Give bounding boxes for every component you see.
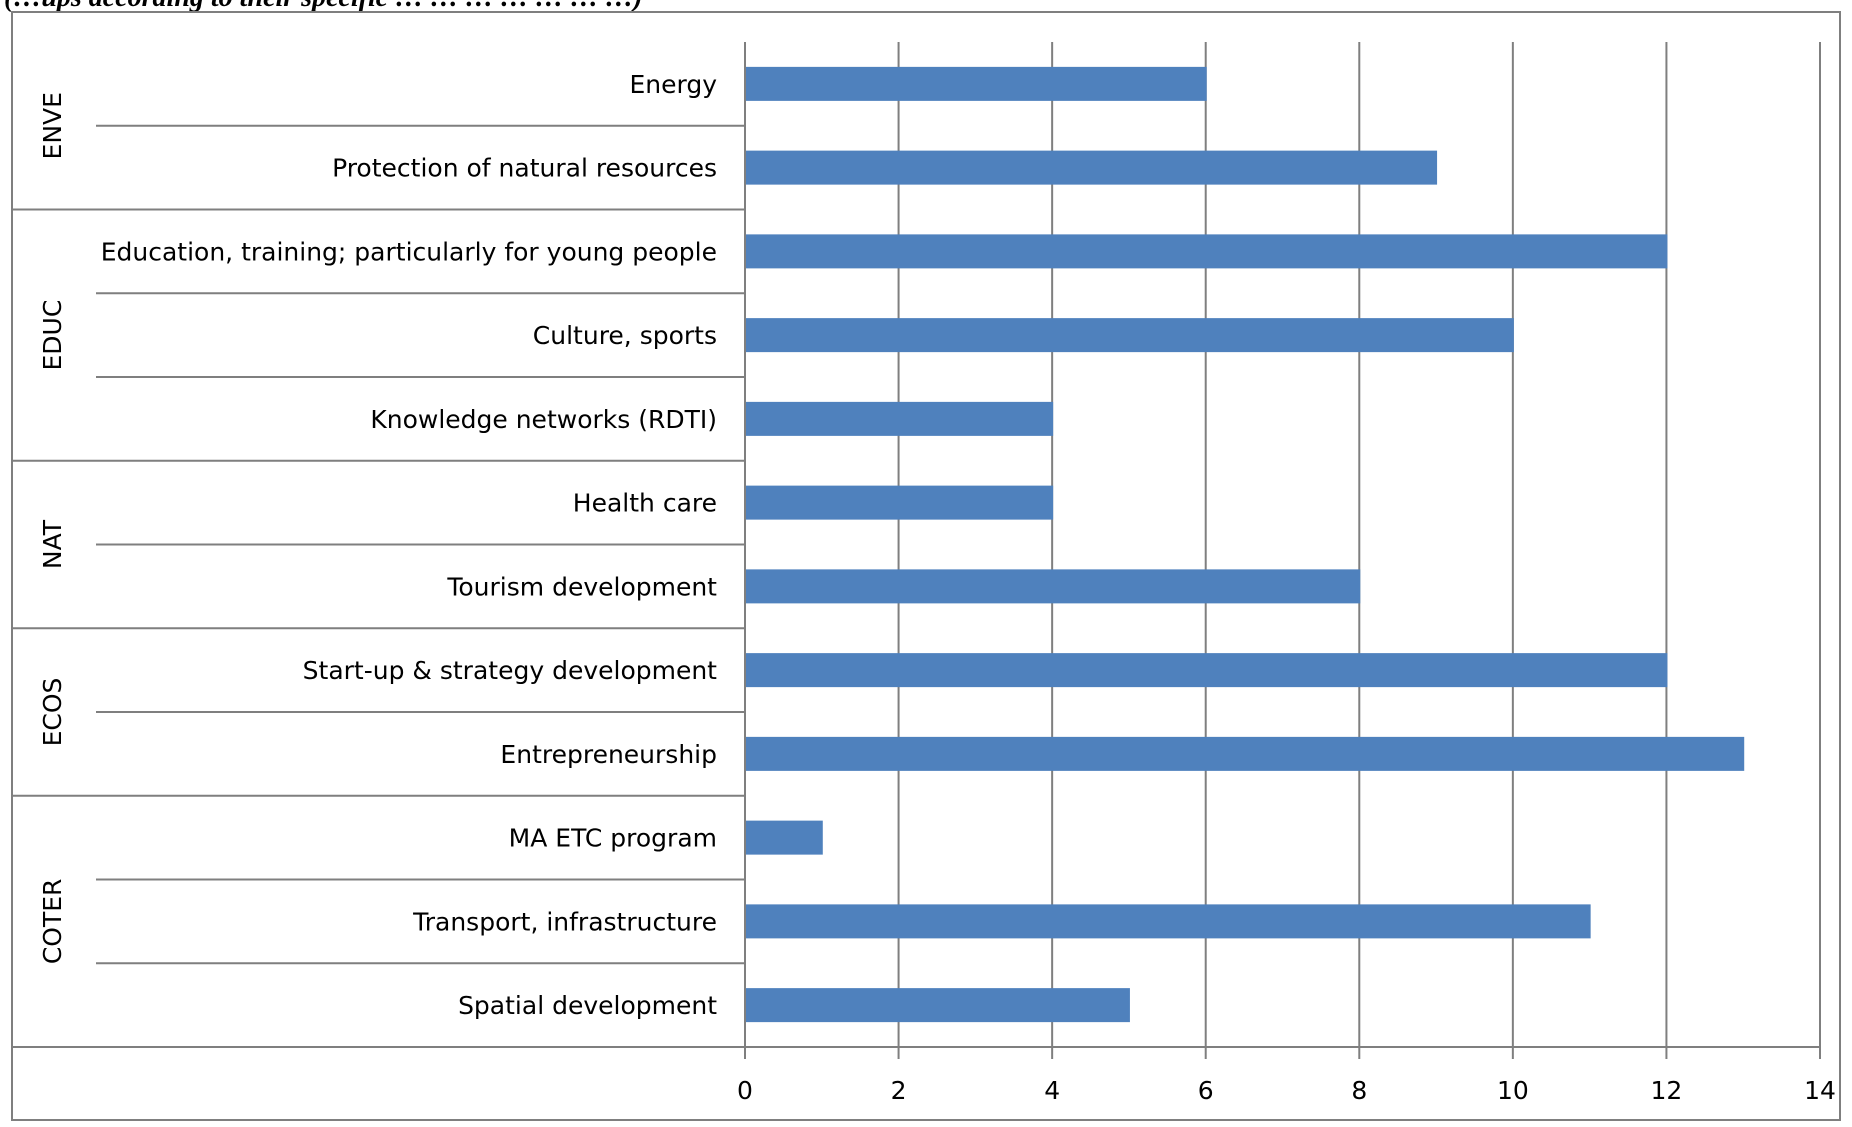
bar [746,904,1591,939]
x-tick-label: 10 [1497,1076,1529,1105]
bar [746,569,1361,604]
category-label: Tourism development [446,572,717,601]
bar [746,318,1514,353]
bar [746,653,1668,688]
bar [746,150,1438,185]
bar [746,234,1668,269]
category-label: Spatial development [458,991,717,1020]
bar [746,988,1130,1023]
group-label: ENVE [38,92,67,159]
category-label: Start-up & strategy development [303,656,718,685]
bar [746,736,1745,771]
category-label: Education, training; particularly for yo… [101,237,717,266]
x-tick-label: 4 [1044,1076,1060,1105]
bar [746,66,1207,101]
bar [746,401,1054,436]
group-label: EDUC [38,300,67,371]
category-label: Entrepreneurship [500,740,717,769]
x-tick-label: 14 [1804,1076,1836,1105]
category-label: Transport, infrastructure [412,907,717,936]
group-label: COTER [38,879,67,965]
x-tick-label: 8 [1351,1076,1367,1105]
category-label: Health care [573,489,717,518]
chart-caption: (…ups according to their specific … … … … [4,0,643,13]
category-label: Protection of natural resources [332,154,717,183]
bar [746,485,1054,520]
category-label: Knowledge networks (RDTI) [370,405,717,434]
x-tick-label: 6 [1198,1076,1214,1105]
group-label: NAT [38,519,67,569]
group-label: ECOS [38,678,67,747]
category-label: Culture, sports [533,321,717,350]
chart-frame [11,11,1841,1121]
category-label: Energy [629,70,717,99]
category-label: MA ETC program [509,824,717,853]
x-tick-label: 12 [1651,1076,1683,1105]
x-tick-label: 0 [737,1076,753,1105]
x-tick-label: 2 [891,1076,907,1105]
bar [746,820,823,855]
